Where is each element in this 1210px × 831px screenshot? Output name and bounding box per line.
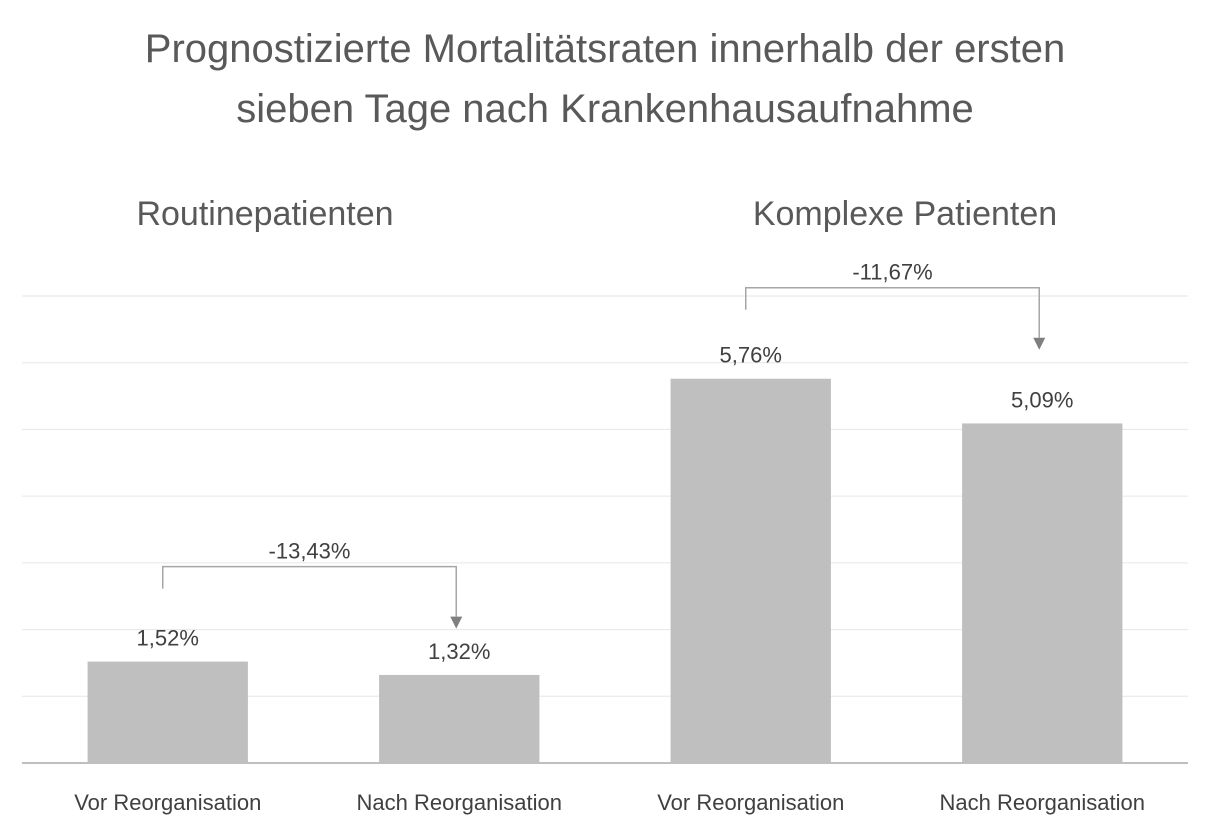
change-bracket-routine: -13,43% xyxy=(162,539,463,629)
bar-complex-before xyxy=(670,378,831,763)
group-label-routine: Routinepatienten xyxy=(136,195,393,233)
change-label: -13,43% xyxy=(269,539,351,564)
chart-title-line-2: sieben Tage nach Krankenhausaufnahme xyxy=(236,87,974,131)
category-label: Nach Reorganisation xyxy=(357,790,562,815)
change-label: -11,67% xyxy=(852,260,932,285)
bar-routine-after xyxy=(379,674,540,763)
category-label: Vor Reorganisation xyxy=(74,790,261,815)
category-label: Vor Reorganisation xyxy=(657,790,844,815)
bars xyxy=(87,378,1123,763)
group-label-complex: Komplexe Patienten xyxy=(753,195,1057,233)
change-bracket-complex: -11,67% xyxy=(745,260,1046,350)
chart-title-line-1: Prognostizierte Mortalitätsraten innerha… xyxy=(145,27,1065,71)
change-annotations: -13,43% -11,67% xyxy=(162,260,1046,629)
arrow-down-icon xyxy=(1033,337,1046,350)
data-label: 5,09% xyxy=(1011,387,1073,412)
category-labels: Vor Reorganisation Nach Reorganisation Vor… xyxy=(74,790,1145,815)
data-label: 1,32% xyxy=(428,639,490,664)
bar-complex-after xyxy=(962,423,1123,763)
bar-routine-before xyxy=(87,661,248,763)
data-label: 5,76% xyxy=(720,343,782,368)
bracket-line xyxy=(162,565,457,617)
bracket-line xyxy=(745,286,1040,338)
data-labels: 1,52% 1,32% 5,76% 5,09% xyxy=(137,343,1074,664)
category-label: Nach Reorganisation xyxy=(940,790,1145,815)
gridlines xyxy=(22,295,1188,697)
arrow-down-icon xyxy=(450,616,463,629)
data-label: 1,52% xyxy=(137,626,199,651)
